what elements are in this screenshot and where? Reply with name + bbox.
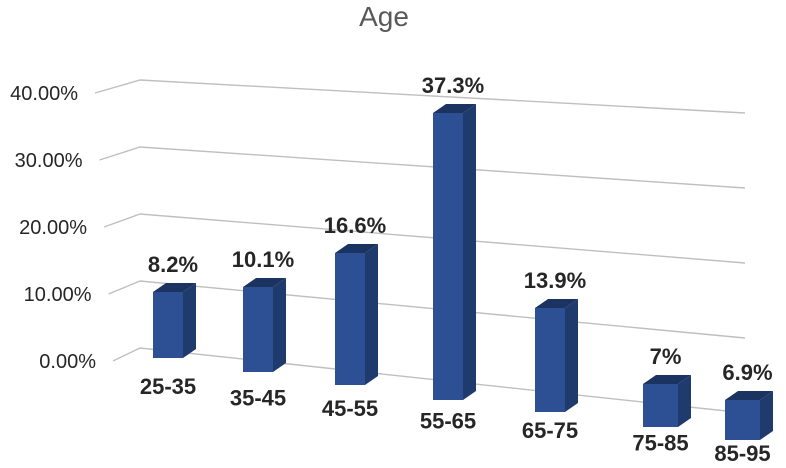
- bar-55-65: [433, 104, 476, 400]
- bar-side-face: [760, 391, 773, 440]
- bar-side-face: [678, 375, 691, 427]
- bar-front-face: [433, 113, 463, 400]
- bar-side-face: [183, 283, 196, 358]
- data-label-85-95: 6.9%: [722, 360, 772, 385]
- category-label-75-85: 75-85: [632, 431, 688, 456]
- y-axis-tick-40.00%: 40.00%: [10, 83, 78, 105]
- gridline-30.00%: [99, 146, 746, 189]
- labels-group: 0.00% 10.00% 20.00% 30.00% 40.00% 8.2% 25-35 10…: [10, 73, 772, 466]
- bar-front-face: [243, 287, 273, 372]
- bar-top-face: [433, 104, 476, 113]
- data-label-35-45: 10.1%: [232, 247, 294, 272]
- y-axis-tick-0.00%: 0.00%: [39, 351, 96, 373]
- bar-top-face: [335, 244, 378, 253]
- gridlines-group: [94, 79, 746, 414]
- chart-title: Age: [359, 1, 409, 32]
- bar-front-face: [535, 308, 565, 412]
- bar-front-face: [153, 292, 183, 358]
- y-axis-tick-20.00%: 20.00%: [19, 217, 87, 239]
- bar-75-85: [643, 375, 691, 427]
- y-axis-tick-10.00%: 10.00%: [24, 284, 92, 306]
- bar-front-face: [725, 400, 760, 440]
- bar-side-face: [365, 244, 378, 385]
- bar-side-face: [273, 278, 286, 372]
- bar-front-face: [643, 384, 678, 427]
- category-label-25-35: 25-35: [140, 374, 196, 399]
- bar-45-55: [335, 244, 378, 385]
- bar-65-75: [535, 299, 578, 412]
- bar-top-face: [153, 283, 196, 292]
- bar-top-face: [643, 375, 691, 384]
- y-axis-tick-30.00%: 30.00%: [15, 150, 83, 172]
- bar-front-face: [335, 253, 365, 385]
- data-label-45-55: 16.6%: [324, 213, 386, 238]
- bar-85-95: [725, 391, 773, 440]
- bar-35-45: [243, 278, 286, 372]
- gridline-10.00%: [108, 280, 746, 339]
- category-label-65-75: 65-75: [522, 418, 578, 443]
- gridline-40.00%: [94, 79, 746, 114]
- category-label-85-95: 85-95: [714, 441, 770, 466]
- data-label-25-35: 8.2%: [148, 252, 198, 277]
- bar-25-35: [153, 283, 196, 358]
- gridline-20.00%: [103, 213, 746, 264]
- bars-group: [153, 104, 773, 440]
- data-label-55-65: 37.3%: [422, 73, 484, 98]
- category-label-35-45: 35-45: [230, 386, 286, 411]
- data-label-65-75: 13.9%: [524, 268, 586, 293]
- bar-top-face: [535, 299, 578, 308]
- bar-side-face: [565, 299, 578, 412]
- bar-side-face: [463, 104, 476, 400]
- category-label-45-55: 45-55: [322, 396, 378, 421]
- bar-top-face: [725, 391, 773, 400]
- bar-top-face: [243, 278, 286, 287]
- data-label-75-85: 7%: [650, 344, 682, 369]
- category-label-55-65: 55-65: [420, 409, 476, 434]
